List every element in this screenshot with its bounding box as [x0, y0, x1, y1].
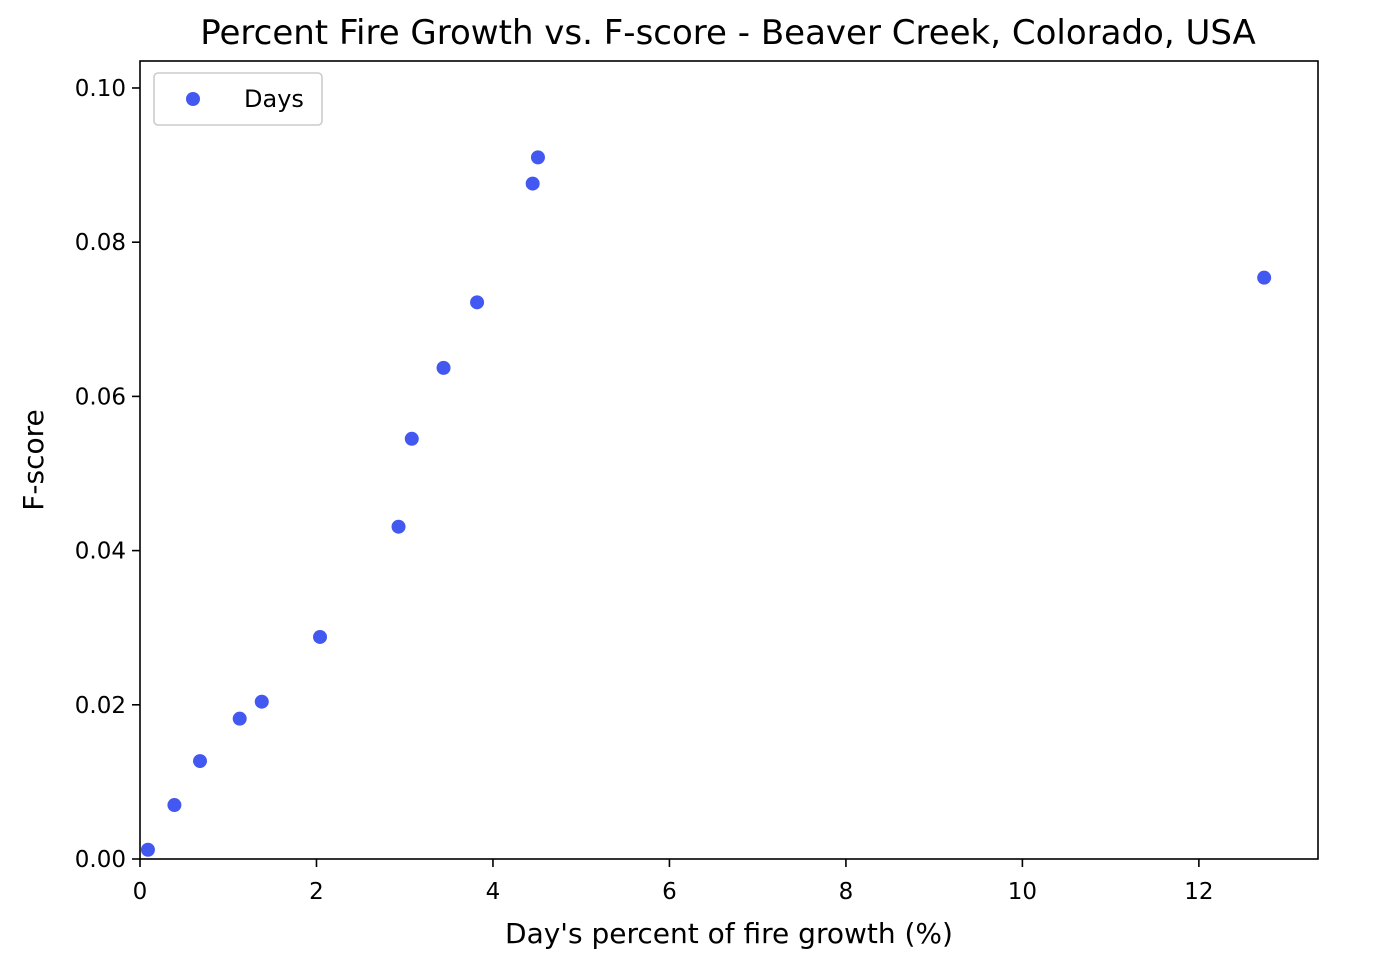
x-axis-ticks: 0 2 4 6 8 10 12 — [133, 859, 1214, 905]
x-tick-label: 2 — [309, 879, 324, 905]
data-point — [232, 711, 247, 726]
legend-marker-days — [186, 92, 200, 106]
legend: Days — [153, 72, 323, 126]
data-points — [140, 150, 1272, 857]
legend-label-days: Days — [244, 85, 304, 113]
y-tick-label: 0.04 — [75, 539, 126, 565]
data-point — [391, 519, 406, 534]
data-point — [193, 754, 208, 769]
data-point — [140, 842, 155, 857]
x-tick-label: 4 — [486, 879, 501, 905]
y-tick-label: 0.00 — [75, 847, 126, 873]
data-point — [1257, 270, 1272, 285]
x-tick-label: 6 — [662, 879, 677, 905]
y-axis-ticks: 0.00 0.02 0.04 0.06 0.08 0.10 — [75, 76, 140, 873]
chart-title: Percent Fire Growth vs. F-score - Beaver… — [200, 13, 1256, 53]
y-tick-label: 0.08 — [75, 230, 126, 256]
data-point — [436, 360, 451, 375]
y-tick-label: 0.06 — [75, 384, 126, 410]
x-tick-label: 10 — [1008, 879, 1037, 905]
data-point — [404, 431, 419, 446]
data-point — [167, 798, 182, 813]
data-point — [525, 176, 540, 191]
data-point — [254, 694, 269, 709]
axes: 0 2 4 6 8 10 12 0.00 0.02 0.04 0.06 0.08 0.10 — [75, 60, 1319, 905]
y-tick-label: 0.10 — [75, 76, 126, 102]
x-axis-label: Day's percent of fire growth (%) — [505, 917, 953, 950]
data-point — [470, 295, 485, 310]
x-tick-label: 8 — [839, 879, 854, 905]
plot-frame — [139, 60, 1319, 860]
data-point — [530, 150, 545, 165]
y-tick-label: 0.02 — [75, 693, 126, 719]
x-tick-label: 12 — [1184, 879, 1213, 905]
x-tick-label: 0 — [133, 879, 148, 905]
data-point — [313, 629, 328, 644]
y-axis-label: F-score — [17, 409, 50, 510]
legend-box — [153, 72, 323, 126]
